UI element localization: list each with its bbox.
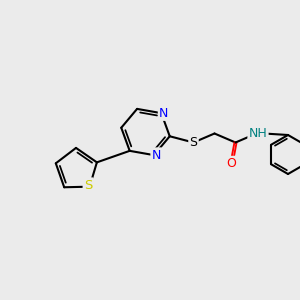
Text: S: S bbox=[190, 136, 197, 149]
Text: O: O bbox=[227, 157, 236, 170]
Text: S: S bbox=[84, 179, 92, 192]
Text: N: N bbox=[159, 107, 168, 120]
Text: NH: NH bbox=[249, 127, 267, 140]
Text: N: N bbox=[152, 148, 161, 162]
